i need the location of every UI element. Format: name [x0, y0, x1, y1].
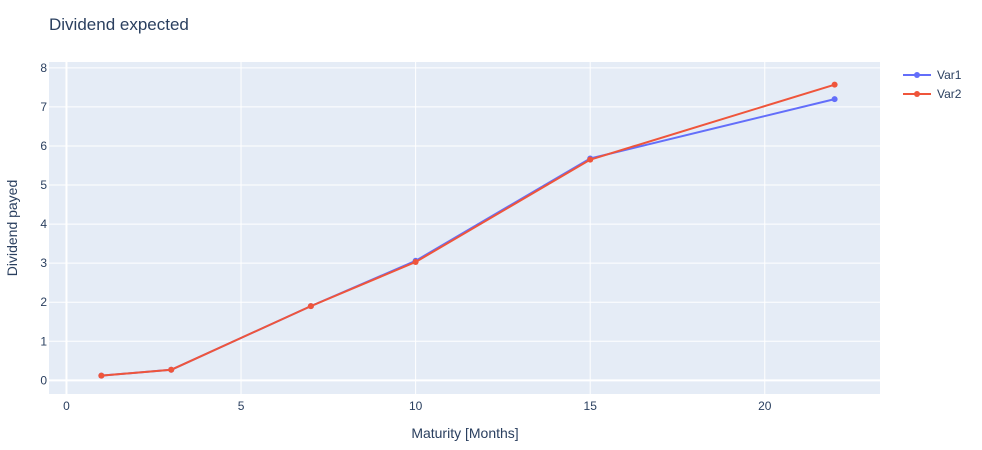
plot-area	[49, 62, 880, 394]
x-tick-label: 15	[584, 399, 598, 413]
chart-title: Dividend expected	[49, 15, 189, 34]
y-tick-label: 6	[40, 139, 47, 153]
grid-lines	[49, 62, 880, 394]
y-axis-ticks: 0 1 2 3 4 5 6 7 8	[40, 61, 47, 387]
data-point[interactable]	[587, 156, 594, 163]
x-tick-label: 5	[238, 399, 245, 413]
legend[interactable]: Var1 Var2	[903, 68, 962, 101]
y-tick-label: 1	[40, 334, 47, 348]
y-tick-label: 4	[40, 217, 47, 231]
series-var2	[98, 81, 838, 379]
series-layer	[98, 81, 838, 379]
y-tick-label: 0	[40, 373, 47, 387]
x-tick-label: 20	[758, 399, 772, 413]
y-tick-label: 3	[40, 256, 47, 270]
series-line	[101, 83, 835, 377]
y-tick-label: 5	[40, 178, 47, 192]
data-point[interactable]	[98, 372, 105, 379]
data-point[interactable]	[831, 81, 838, 88]
data-point[interactable]	[168, 366, 175, 373]
y-tick-label: 7	[40, 100, 47, 114]
legend-swatch-marker	[914, 91, 920, 97]
x-axis-ticks: 0 5 10 15 20	[63, 399, 772, 413]
legend-item-var1[interactable]: Var1	[903, 68, 962, 82]
y-tick-label: 8	[40, 61, 47, 75]
y-axis-title: Dividend payed	[4, 180, 20, 277]
x-tick-label: 10	[409, 399, 423, 413]
legend-label: Var2	[937, 87, 962, 101]
legend-label: Var1	[937, 68, 962, 82]
data-point[interactable]	[307, 303, 314, 310]
data-point[interactable]	[831, 96, 838, 103]
legend-swatch-marker	[914, 72, 920, 78]
legend-item-var2[interactable]: Var2	[903, 87, 962, 101]
x-tick-label: 0	[63, 399, 70, 413]
y-tick-label: 2	[40, 295, 47, 309]
data-point[interactable]	[412, 258, 419, 265]
x-axis-title: Maturity [Months]	[411, 425, 518, 441]
